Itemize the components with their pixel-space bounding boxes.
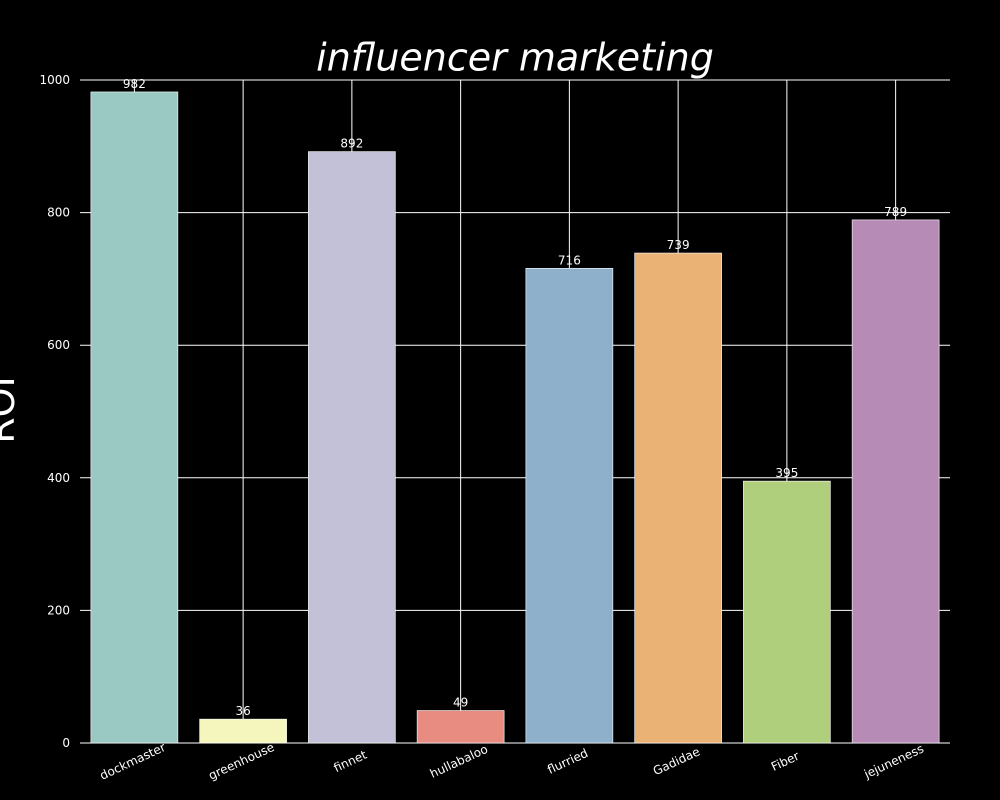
bar <box>851 219 940 744</box>
x-tick-label: Gadidae <box>651 744 702 778</box>
x-tick-label: finnet <box>331 748 369 776</box>
value-label: 892 <box>340 137 363 151</box>
y-tick-label: 800 <box>47 206 70 220</box>
bar <box>90 91 179 744</box>
value-label: 716 <box>558 253 581 267</box>
value-label: 395 <box>775 466 798 480</box>
x-tick-label: jejuneness <box>861 741 926 781</box>
x-tick-label: dockmaster <box>98 740 168 783</box>
value-label: 49 <box>453 696 468 710</box>
x-tick-label: flurried <box>545 746 590 777</box>
bar <box>416 710 505 744</box>
value-label: 789 <box>884 205 907 219</box>
bar <box>525 267 614 744</box>
bar <box>199 718 287 744</box>
x-tick-label: hullabaloo <box>428 742 490 781</box>
y-tick-label: 200 <box>47 603 70 617</box>
chart-title: influencer marketing <box>316 36 714 80</box>
y-tick-label: 0 <box>62 736 70 750</box>
x-tick-label: greenhouse <box>206 740 276 783</box>
value-label: 36 <box>235 704 250 718</box>
bar <box>743 480 831 744</box>
y-tick-label: 400 <box>47 471 70 485</box>
bar <box>634 252 722 744</box>
x-tick-label: Fiber <box>769 749 802 774</box>
value-label: 982 <box>123 77 146 91</box>
y-axis-label: ROI <box>0 376 23 444</box>
bar <box>308 151 396 744</box>
value-label: 739 <box>667 238 690 252</box>
y-tick-label: 1000 <box>39 73 70 87</box>
y-tick-label: 600 <box>47 338 70 352</box>
